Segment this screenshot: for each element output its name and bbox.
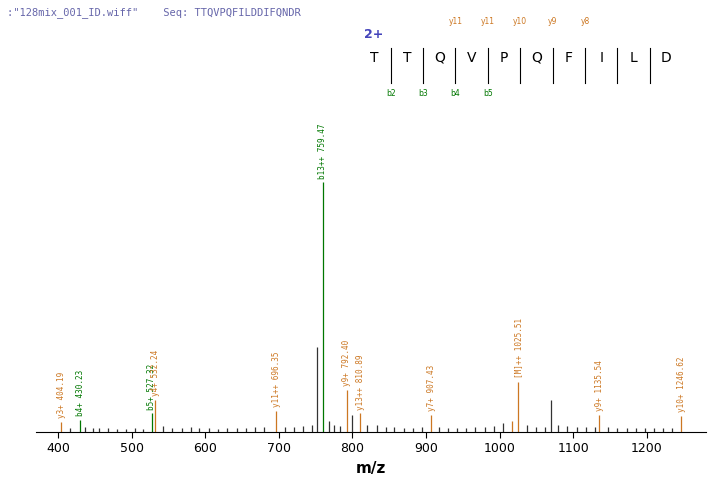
Text: b2: b2 [386, 89, 395, 98]
Text: b3: b3 [418, 89, 428, 98]
Text: I: I [599, 51, 603, 65]
Text: y11: y11 [449, 16, 462, 25]
Text: y9+ 1135.54: y9+ 1135.54 [595, 360, 604, 411]
Text: b13++ 759.47: b13++ 759.47 [318, 123, 327, 179]
Text: y4+ 532.24: y4+ 532.24 [151, 349, 160, 396]
Text: b5+ 527.32: b5+ 527.32 [148, 363, 156, 409]
X-axis label: m/z: m/z [356, 461, 386, 476]
Text: b5: b5 [483, 89, 492, 98]
Text: y3+ 404.19: y3+ 404.19 [57, 372, 66, 418]
Text: 2+: 2+ [364, 28, 383, 41]
Text: y10+ 1246.62: y10+ 1246.62 [677, 357, 685, 412]
Text: V: V [467, 51, 477, 65]
Text: y13++ 810.89: y13++ 810.89 [356, 354, 365, 409]
Text: [M]++ 1025.51: [M]++ 1025.51 [514, 318, 523, 378]
Text: y11: y11 [481, 16, 495, 25]
Text: b4: b4 [451, 89, 460, 98]
Text: Q: Q [433, 51, 445, 65]
Text: y8: y8 [580, 16, 590, 25]
Text: y7+ 907.43: y7+ 907.43 [427, 364, 436, 411]
Text: Q: Q [531, 51, 542, 65]
Text: T: T [370, 51, 379, 65]
Text: :"128mix_001_ID.wiff"    Seq: TTQVPQFILDDIFQNDR: :"128mix_001_ID.wiff" Seq: TTQVPQFILDDIF… [7, 7, 301, 18]
Text: y9+ 792.40: y9+ 792.40 [342, 339, 351, 386]
Text: F: F [564, 51, 573, 65]
Text: y10: y10 [513, 16, 527, 25]
Text: D: D [661, 51, 671, 65]
Text: L: L [630, 51, 637, 65]
Text: y9: y9 [548, 16, 557, 25]
Text: b4+ 430.23: b4+ 430.23 [76, 370, 85, 416]
Text: P: P [500, 51, 508, 65]
Text: T: T [402, 51, 411, 65]
Text: y11++ 696.35: y11++ 696.35 [271, 351, 281, 407]
